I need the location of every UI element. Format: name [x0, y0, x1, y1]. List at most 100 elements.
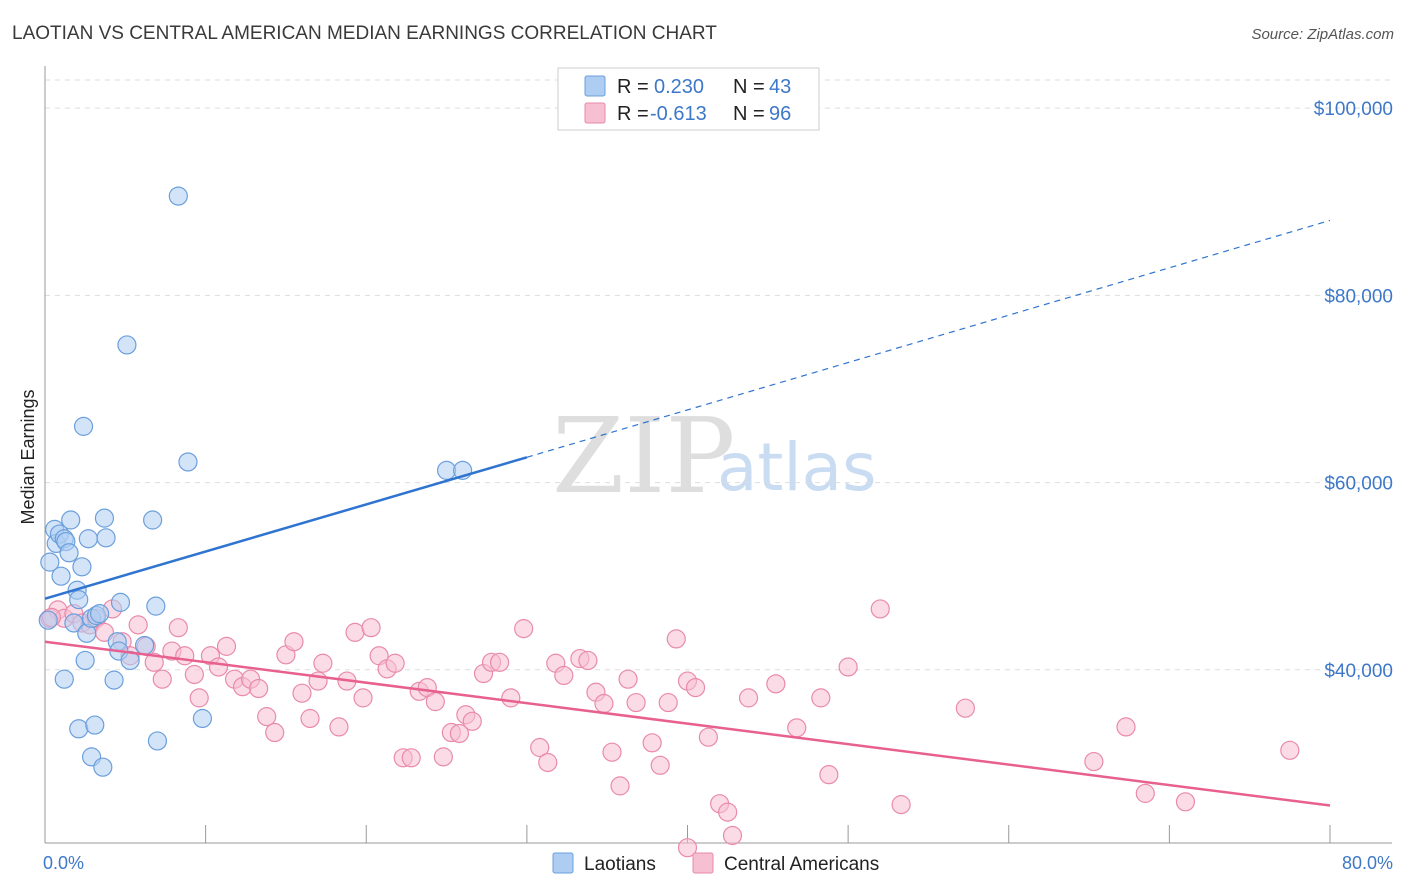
laotians-point-25	[110, 592, 131, 612]
legend-n-value-central: 96	[769, 103, 791, 125]
gridlines	[45, 79, 1392, 671]
y-tick-label-40000: $40,000	[1324, 661, 1393, 682]
legend-swatch-laotians	[584, 75, 606, 97]
y-axis-label: Median Earnings	[18, 389, 38, 524]
legend-n-label-central: N =	[733, 103, 765, 125]
laotians-point-28	[134, 635, 155, 656]
laotians-point-37	[38, 610, 58, 630]
legend-r-value-central: -0.613	[650, 103, 707, 125]
laotians-point-26	[117, 335, 137, 355]
central-american-point-19	[189, 688, 209, 708]
central-american-point-26	[249, 678, 269, 699]
bottom-legend-swatch-central-americans	[692, 852, 714, 874]
central-american-point-11	[128, 615, 148, 635]
central-american-point-65	[594, 693, 614, 714]
central-american-point-30	[284, 632, 304, 652]
central-american-point-73	[666, 629, 686, 649]
laotians-point-29	[143, 510, 163, 530]
laotians-point-33	[178, 452, 198, 472]
trend-lines	[44, 219, 1331, 807]
central-american-point-82	[787, 718, 807, 738]
central-american-point-87	[891, 795, 911, 815]
central-american-point-61	[554, 665, 574, 686]
central-american-point-21	[208, 657, 229, 677]
x-tick-min: 0.0%	[43, 853, 84, 873]
central-american-point-55	[489, 652, 510, 672]
central-american-point-47	[425, 692, 445, 712]
laotians-point-38	[54, 669, 74, 689]
central-american-point-22	[216, 636, 237, 656]
laotians-point-8	[61, 510, 81, 530]
central-american-point-13	[144, 652, 164, 672]
laotians-point-22	[104, 670, 124, 690]
central-american-point-91	[1135, 783, 1155, 803]
laotians-point-4	[51, 566, 71, 586]
central-american-point-42	[385, 653, 405, 673]
y-tick-label-100000: $100,000	[1314, 99, 1393, 120]
watermark-zip: ZIP	[552, 395, 735, 517]
laotians-point-32	[168, 186, 188, 206]
legend-r-value-laotians: 0.230	[654, 76, 704, 98]
central-american-point-14	[152, 669, 172, 689]
central-american-point-85	[838, 657, 858, 677]
bottom-legend-swatch-laotians	[552, 852, 574, 874]
chart-title: LAOTIAN VS CENTRAL AMERICAN MEDIAN EARNI…	[12, 23, 717, 44]
central-american-point-38	[353, 688, 373, 708]
central-american-point-67	[610, 776, 630, 796]
central-american-point-88	[955, 698, 975, 718]
laotians-trend-extension	[526, 219, 1331, 458]
watermark-atlas: atlas	[717, 429, 877, 506]
y-tick-label-60000: $60,000	[1324, 474, 1393, 495]
laotians-point-34	[192, 708, 213, 729]
legend-r-label-laotians: R =	[617, 76, 649, 98]
central-american-point-86	[870, 599, 890, 619]
central-americans-trend-line	[44, 640, 1331, 807]
bottom-legend-label-central-americans: Central Americans	[724, 854, 879, 875]
legend-n-value-laotians: 43	[769, 76, 791, 98]
central-american-point-18	[184, 664, 204, 685]
central-american-point-50	[449, 723, 470, 744]
central-american-point-44	[401, 748, 421, 768]
central-american-point-69	[626, 692, 646, 713]
laotians-point-0	[40, 552, 60, 572]
laotians-point-19	[90, 604, 110, 624]
x-tick-max: 80.0%	[1342, 853, 1393, 873]
central-american-point-80	[738, 688, 759, 708]
central-american-point-34	[313, 653, 333, 673]
scatter-points	[38, 186, 1300, 858]
x-tick-marks	[44, 825, 1331, 843]
laotians-point-9	[64, 613, 84, 633]
central-american-point-75	[685, 677, 706, 698]
central-american-point-81	[766, 674, 786, 694]
central-american-point-94	[677, 838, 698, 858]
central-american-point-72	[658, 692, 678, 713]
central-american-point-83	[811, 688, 831, 708]
central-american-point-52	[462, 711, 482, 731]
central-american-point-39	[361, 618, 381, 638]
central-american-point-90	[1116, 717, 1136, 737]
laotians-point-20	[94, 508, 115, 528]
laotians-point-40	[85, 715, 105, 735]
central-american-point-31	[292, 683, 312, 703]
laotians-point-35	[436, 460, 457, 480]
laotians-point-21	[96, 528, 116, 548]
central-american-point-68	[618, 669, 638, 689]
central-american-point-63	[578, 650, 598, 671]
central-american-point-78	[718, 802, 738, 822]
central-american-point-48	[433, 747, 453, 767]
legend-n-label-laotians: N =	[733, 76, 765, 98]
bottom-legend-label-laotians: Laotians	[584, 854, 656, 875]
legend-swatch-central-americans	[584, 102, 606, 124]
central-american-point-37	[345, 622, 365, 642]
legend-r-label-central: R =	[617, 103, 649, 125]
central-american-point-93	[1280, 740, 1300, 760]
laotians-point-16	[78, 529, 98, 549]
central-american-point-89	[1084, 751, 1104, 772]
central-american-point-16	[168, 618, 188, 638]
laotians-point-31	[147, 731, 168, 751]
laotians-point-7	[59, 543, 79, 563]
central-american-point-84	[819, 765, 839, 785]
y-tick-label-80000: $80,000	[1324, 286, 1393, 307]
laotians-point-30	[146, 596, 166, 616]
central-american-point-58	[530, 737, 550, 758]
